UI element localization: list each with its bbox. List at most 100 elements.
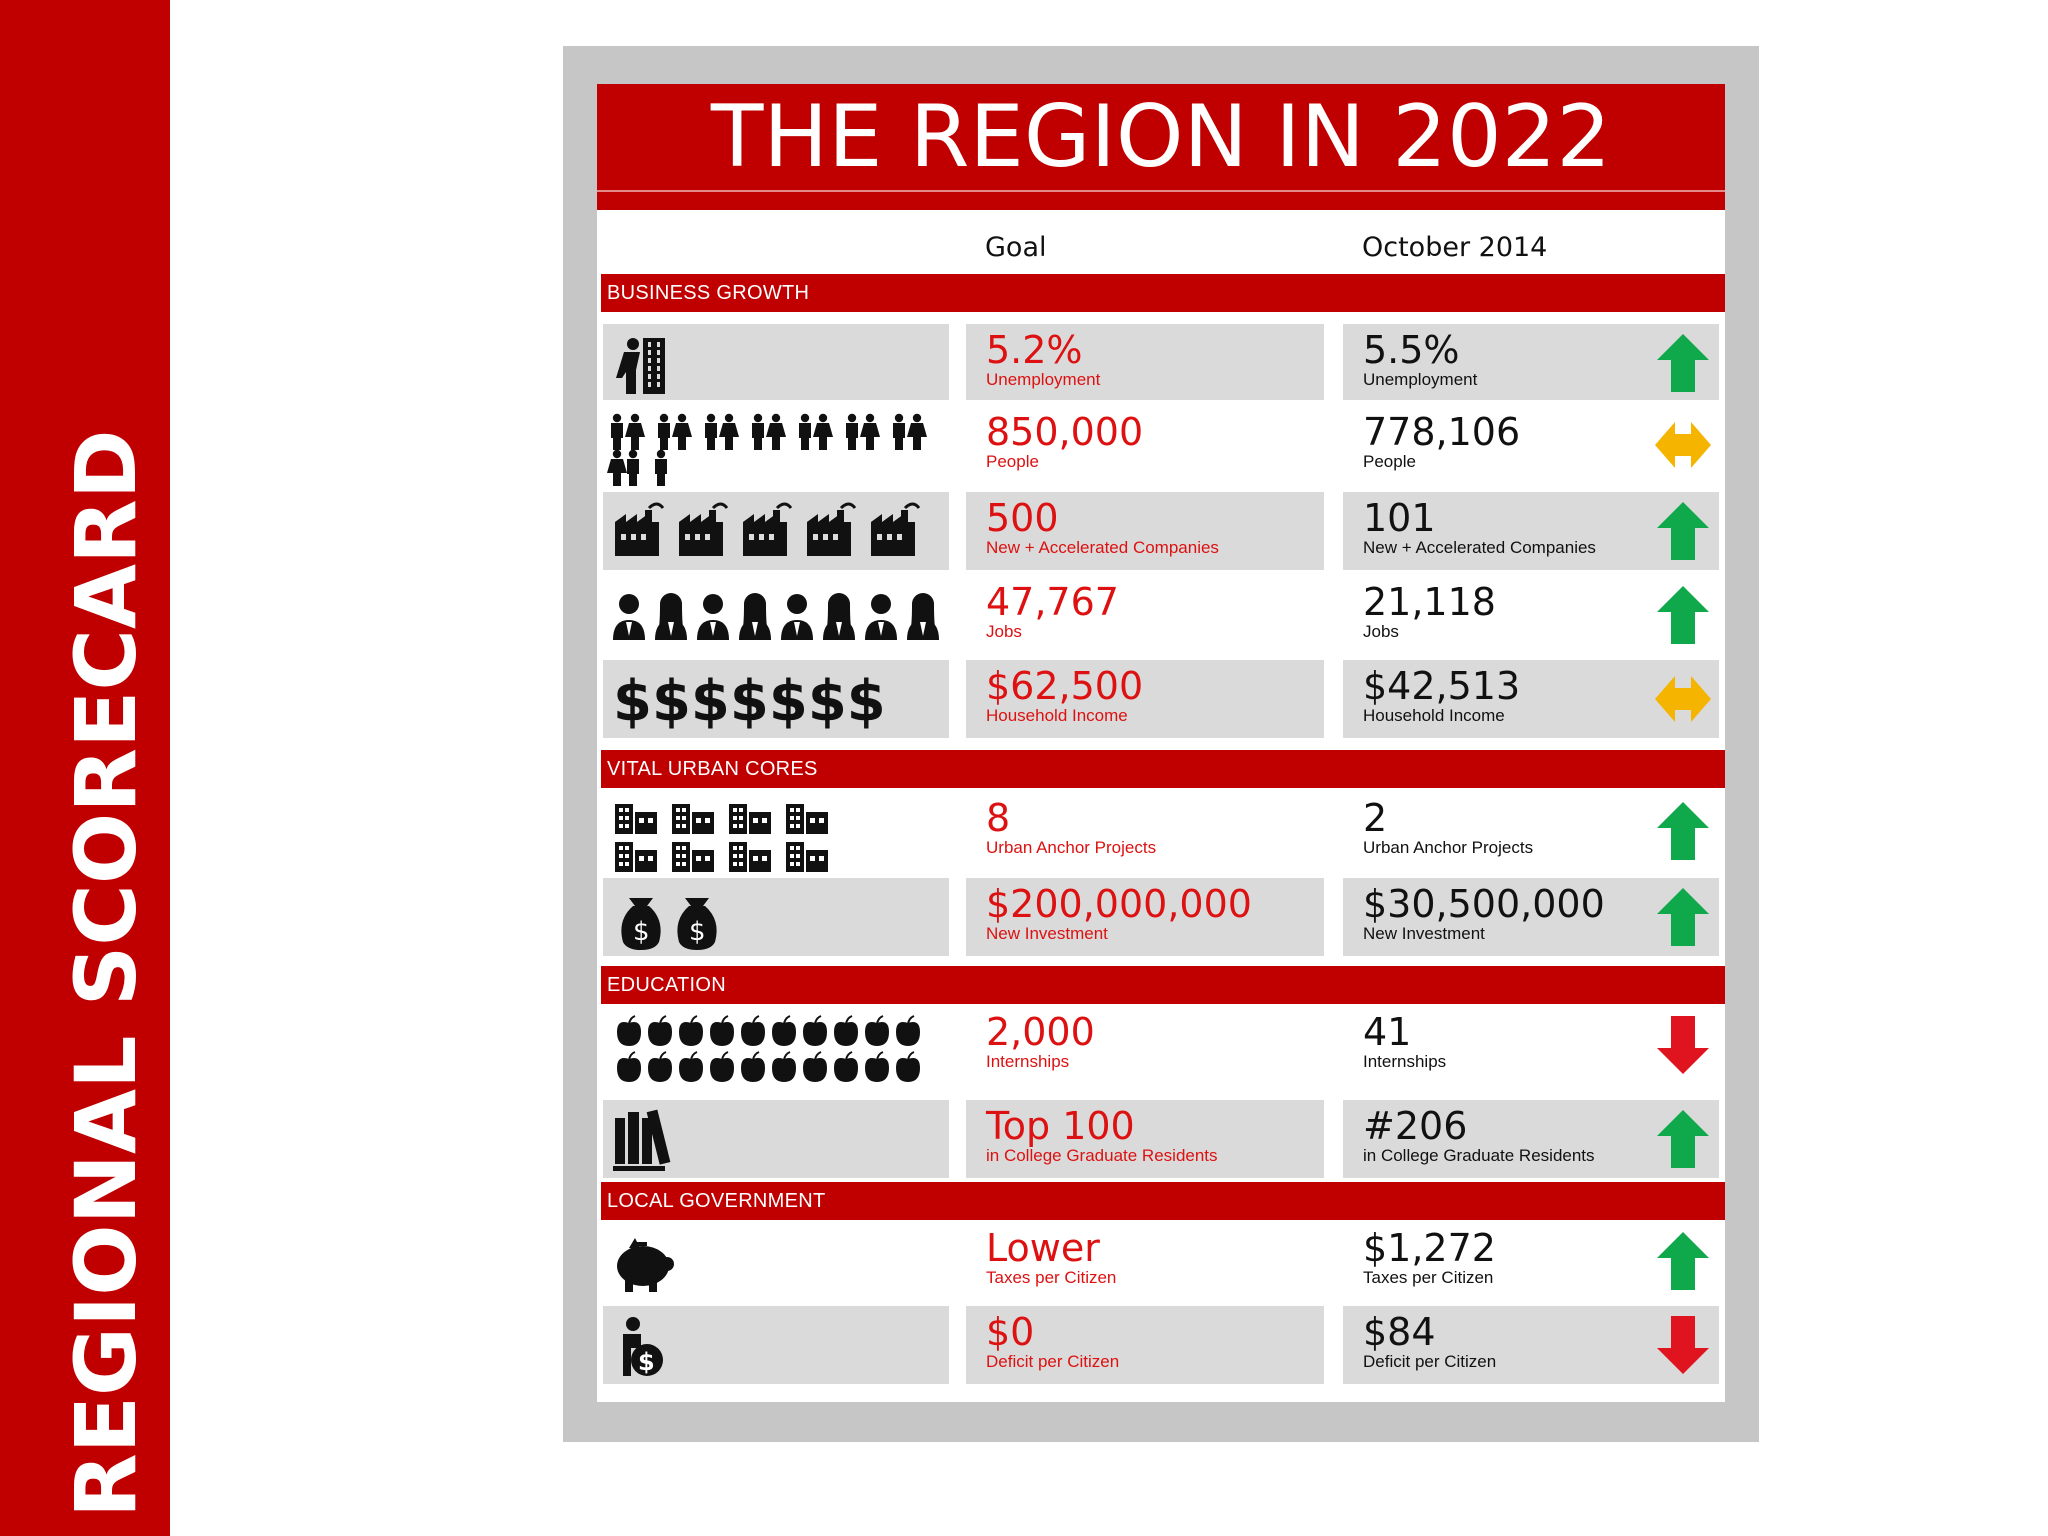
- current-label: Taxes per Citizen: [1363, 1268, 1494, 1287]
- trend-up-arrow-icon: [1657, 888, 1709, 946]
- goal-label: Household Income: [986, 706, 1128, 725]
- goal-value: $200,000,000: [986, 882, 1252, 926]
- current-cell: $42,513 Household Income: [1343, 660, 1719, 738]
- worker-icon: [613, 593, 939, 640]
- svg-text:$: $: [633, 917, 650, 947]
- goal-label: New Investment: [986, 924, 1108, 943]
- scorecard-row: $ $0 Deficit per Citizen $84 Deficit per Cit…: [597, 1306, 1725, 1384]
- current-value: 21,118: [1363, 580, 1496, 624]
- goal-value: 47,767: [986, 580, 1119, 624]
- current-label: Internships: [1363, 1052, 1447, 1071]
- goal-value: Lower: [986, 1226, 1100, 1270]
- current-value: 41: [1363, 1010, 1412, 1054]
- trend-up-arrow-icon: [1657, 502, 1709, 560]
- current-value: #206: [1363, 1104, 1468, 1148]
- goal-value: 5.2%: [986, 328, 1083, 372]
- scorecard-row: 8 Urban Anchor Projects 2 Urban Anchor Proj…: [597, 792, 1725, 872]
- scorecard-row: 5.2% Unemployment 5.5% Unemployment: [597, 324, 1725, 400]
- current-cell: 778,106 People: [1343, 406, 1719, 484]
- current-label: in College Graduate Residents: [1363, 1146, 1595, 1165]
- current-cell: #206 in College Graduate Residents: [1343, 1100, 1719, 1178]
- side-band: [0, 0, 170, 1536]
- goal-cell: $0 Deficit per Citizen: [966, 1306, 1324, 1384]
- trend-up-arrow-icon: [1657, 334, 1709, 392]
- current-value: 5.5%: [1363, 328, 1460, 372]
- current-label: Household Income: [1363, 706, 1505, 725]
- trend-down-arrow-icon: [1657, 1016, 1709, 1074]
- section-header: LOCAL GOVERNMENT: [601, 1182, 1725, 1220]
- current-column-header: October 2014: [1362, 232, 1548, 263]
- scorecard-row: 2,000 Internships 41 Internships: [597, 1006, 1725, 1094]
- scorecard-row: 850,000 People 778,106 People: [597, 406, 1725, 486]
- trend-up-arrow-icon: [1657, 1110, 1709, 1168]
- books-icon: [613, 1109, 671, 1171]
- goal-label: Urban Anchor Projects: [986, 838, 1157, 857]
- banner-rule: [597, 190, 1725, 192]
- scorecard-row: 500 New + Accelerated Companies 101 New + A…: [597, 492, 1725, 570]
- money-bag-icon: $ $: [621, 898, 717, 950]
- unemployed-person-icon: [616, 338, 665, 394]
- current-value: 101: [1363, 496, 1436, 540]
- goal-value: $0: [986, 1310, 1035, 1354]
- current-label: New + Accelerated Companies: [1363, 538, 1596, 557]
- factory-icon: [615, 502, 921, 556]
- goal-label: in College Graduate Residents: [986, 1146, 1218, 1165]
- icon-cell: [603, 576, 949, 654]
- current-cell: 41 Internships: [1343, 1006, 1719, 1094]
- current-cell: $84 Deficit per Citizen: [1343, 1306, 1719, 1384]
- trend-up-arrow-icon: [1657, 802, 1709, 860]
- goal-cell: 8 Urban Anchor Projects: [966, 792, 1324, 870]
- icon-cell: [603, 406, 949, 486]
- current-cell: 21,118 Jobs: [1343, 576, 1719, 654]
- icon-cell: [603, 1222, 949, 1300]
- scorecard-row: Lower Taxes per Citizen $1,272 Taxes per Ci…: [597, 1222, 1725, 1300]
- icon-cell: [603, 792, 949, 872]
- dollar-signs: $$$$$$$: [613, 669, 886, 734]
- scorecard-row: 47,767 Jobs 21,118 Jobs: [597, 576, 1725, 654]
- current-label: New Investment: [1363, 924, 1485, 943]
- icon-cell: [603, 492, 949, 570]
- piggy-bank-icon: [617, 1238, 674, 1292]
- scorecard-card: THE REGION IN 2022 Goal October 2014 BUS…: [597, 84, 1725, 1402]
- trend-up-arrow-icon: [1657, 586, 1709, 644]
- goal-label: People: [986, 452, 1039, 471]
- current-label: People: [1363, 452, 1416, 471]
- goal-label: New + Accelerated Companies: [986, 538, 1219, 557]
- current-value: $84: [1363, 1310, 1436, 1354]
- section-header: BUSINESS GROWTH: [601, 274, 1725, 312]
- current-cell: $30,500,000 New Investment: [1343, 878, 1719, 956]
- goal-cell: 5.2% Unemployment: [966, 324, 1324, 400]
- people-icon: [607, 413, 927, 486]
- trend-down-arrow-icon: [1657, 1316, 1709, 1374]
- current-value: $1,272: [1363, 1226, 1496, 1270]
- svg-text:$: $: [638, 1348, 655, 1376]
- goal-label: Taxes per Citizen: [986, 1268, 1117, 1287]
- goal-value: 850,000: [986, 410, 1144, 454]
- current-cell: 101 New + Accelerated Companies: [1343, 492, 1719, 570]
- goal-value: 8: [986, 796, 1011, 840]
- icon-cell: [603, 1100, 949, 1178]
- goal-label: Jobs: [986, 622, 1022, 641]
- goal-label: Deficit per Citizen: [986, 1352, 1120, 1371]
- goal-cell: $200,000,000 New Investment: [966, 878, 1324, 956]
- icon-cell: $: [603, 1306, 949, 1384]
- icon-cell: $$$$$$$: [603, 660, 949, 738]
- current-label: Urban Anchor Projects: [1363, 838, 1534, 857]
- icon-cell: [603, 324, 949, 400]
- scorecard-frame: THE REGION IN 2022 Goal October 2014 BUS…: [563, 46, 1759, 1442]
- current-cell: $1,272 Taxes per Citizen: [1343, 1222, 1719, 1300]
- apple-icon: [617, 1015, 920, 1082]
- svg-text:$: $: [689, 917, 706, 947]
- trend-flat-arrow-icon: [1655, 422, 1711, 468]
- side-title: REGIONAL SCORECARD: [57, 429, 155, 1518]
- goal-value: Top 100: [986, 1104, 1135, 1148]
- scorecard-row: Top 100 in College Graduate Residents #206…: [597, 1100, 1725, 1178]
- current-value: 778,106: [1363, 410, 1521, 454]
- title-banner: THE REGION IN 2022: [597, 84, 1725, 210]
- current-value: $30,500,000: [1363, 882, 1605, 926]
- goal-cell: 47,767 Jobs: [966, 576, 1324, 654]
- goal-value: 500: [986, 496, 1059, 540]
- icon-cell: $ $: [603, 878, 949, 956]
- scorecard-row: $$$$$$$ $62,500 Household Income $42,513 Hou…: [597, 660, 1725, 738]
- current-cell: 5.5% Unemployment: [1343, 324, 1719, 400]
